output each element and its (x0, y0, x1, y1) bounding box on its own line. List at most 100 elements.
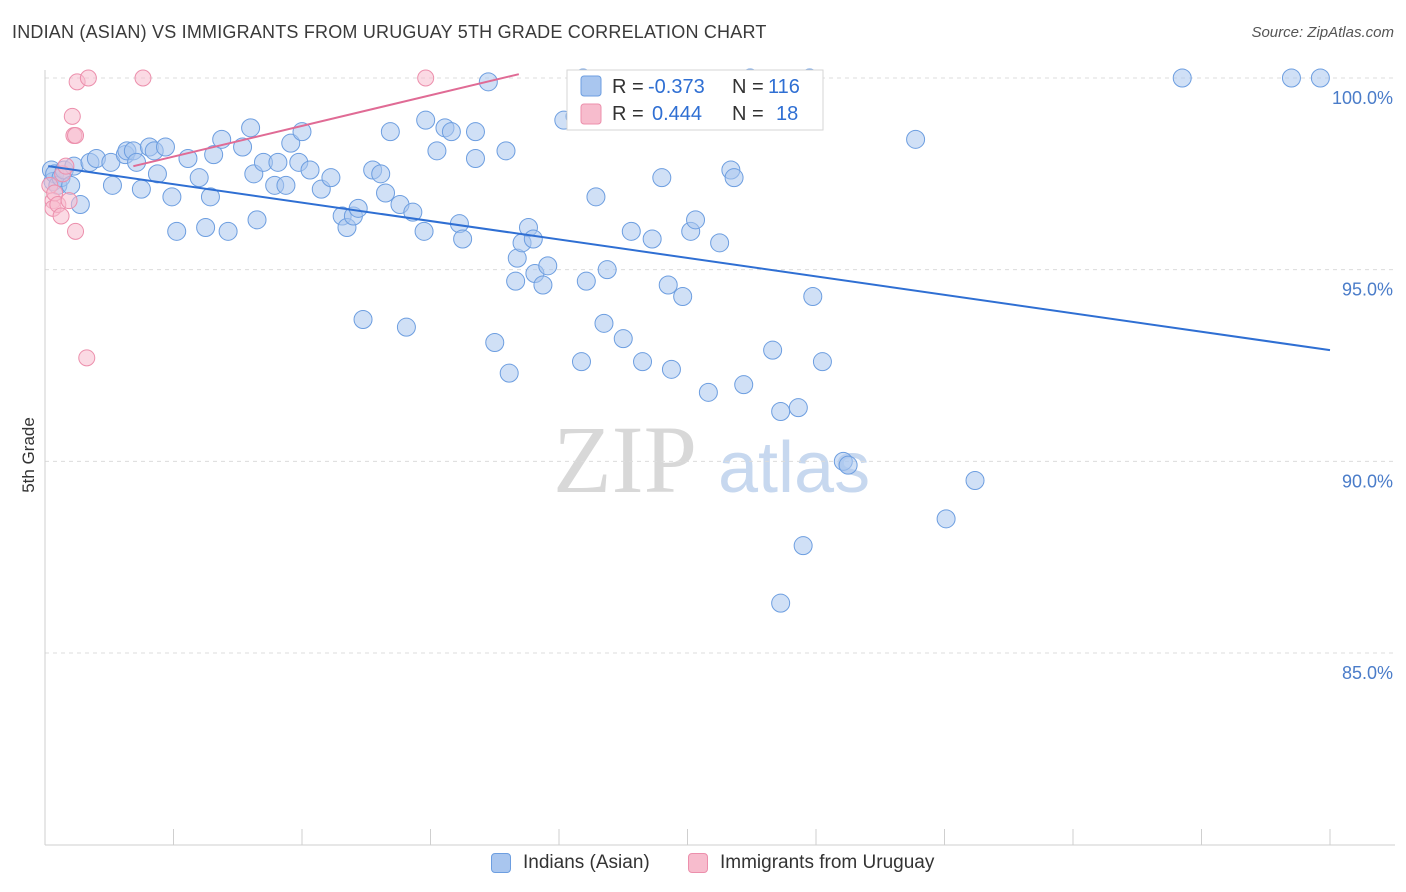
data-point-indians (485, 333, 505, 352)
data-point-indians (506, 271, 526, 291)
legend-label-indians: Indians (Asian) (523, 852, 650, 873)
data-point-indians (427, 141, 447, 161)
legend-swatch-pink (580, 103, 602, 125)
y-tick-labels: 100.0% 95.0% 90.0% 85.0% (1332, 88, 1393, 683)
data-point-indians (416, 110, 436, 130)
data-point-indians (300, 160, 320, 180)
data-point-indians (771, 402, 791, 421)
data-point-indians (965, 471, 985, 490)
data-point-indians (661, 359, 681, 379)
y-tick-label: 85.0% (1342, 663, 1393, 683)
data-point-indians (673, 287, 693, 306)
data-point-indians (642, 229, 662, 249)
data-point-indians (652, 168, 672, 188)
data-point-indians (441, 122, 461, 142)
source-label: Source: ZipAtlas.com (1251, 24, 1394, 41)
data-point-indians (710, 233, 730, 253)
data-point-indians (763, 340, 783, 360)
legend-swatch-indians (491, 853, 511, 873)
data-point-indians (233, 137, 253, 157)
data-point-uruguay (134, 69, 152, 87)
data-point-indians (499, 363, 519, 383)
data-point-indians (403, 202, 423, 222)
data-point-uruguay (60, 192, 78, 210)
data-point-indians (838, 455, 858, 475)
data-point-indians (906, 129, 926, 149)
data-point-uruguay (79, 69, 97, 87)
zipatlas-watermark: ZIP atlas (553, 406, 870, 513)
data-point-indians (371, 164, 391, 184)
legend-item-indians-asian: Indians (Asian) (491, 852, 650, 874)
data-point-indians (380, 122, 400, 142)
gridlines (45, 77, 1395, 654)
data-point-indians (597, 260, 617, 280)
data-point-indians (621, 221, 641, 241)
data-point-indians (633, 352, 653, 372)
data-point-indians (793, 536, 813, 556)
data-point-uruguay (67, 127, 85, 144)
y-tick-label: 100.0% (1332, 88, 1393, 108)
data-point-indians (571, 352, 591, 372)
data-point-indians (658, 275, 678, 295)
data-point-indians (268, 152, 288, 172)
bottom-legend: Indians (Asian) Immigrants from Uruguay (0, 852, 1406, 878)
data-point-indians (321, 168, 341, 188)
data-point-indians (594, 313, 614, 333)
scatter-chart: ZIP atlas 100.0%95.0%90.0%85.0% 0.0%80.0… (19, 68, 1395, 846)
series-indians-asian (41, 68, 1330, 613)
data-point-indians (155, 137, 175, 157)
y-axis-label: 5th Grade (19, 417, 38, 493)
data-point-indians (465, 122, 485, 142)
legend-r-value-1: -0.373 (648, 76, 705, 98)
legend-swatch-uruguay (688, 853, 708, 873)
data-point-indians (218, 221, 238, 241)
data-point-indians (538, 256, 558, 276)
data-point-indians (204, 145, 224, 165)
legend-n-label-2: N = (732, 103, 764, 125)
data-point-indians (496, 141, 516, 161)
chart-title: INDIAN (ASIAN) VS IMMIGRANTS FROM URUGUA… (12, 22, 767, 42)
data-point-indians (247, 210, 267, 230)
data-point-indians (131, 179, 151, 199)
data-point-indians (724, 168, 744, 188)
data-point-indians (686, 210, 706, 230)
data-point-indians (788, 398, 808, 418)
trend-lines (48, 73, 1331, 352)
data-point-indians (734, 375, 754, 395)
legend-n-value-2: 18 (776, 103, 798, 125)
data-point-indians (613, 329, 633, 349)
legend-n-value-1: 116 (768, 76, 800, 98)
data-point-indians (189, 168, 209, 188)
watermark-zip: ZIP (553, 406, 697, 513)
data-point-indians (1172, 68, 1192, 88)
trend-line-uruguay (133, 73, 520, 168)
legend-swatch-blue (580, 75, 602, 97)
legend-r-label-2: R = (612, 103, 644, 125)
data-point-indians (533, 275, 553, 295)
data-point-indians (102, 175, 122, 195)
legend-label-uruguay: Immigrants from Uruguay (720, 852, 935, 873)
data-point-indians (771, 593, 791, 613)
data-point-indians (348, 198, 368, 218)
data-point-indians (1310, 68, 1330, 88)
data-point-indians (281, 133, 301, 153)
data-point-indians (127, 152, 147, 172)
legend-n-label-1: N = (732, 76, 764, 98)
data-point-uruguay (52, 207, 70, 225)
legend-r-value-2: 0.444 (652, 103, 702, 125)
data-point-indians (1281, 68, 1301, 88)
correlation-legend: R = -0.373 N = 116 R = 0.444 N = 18 (566, 69, 824, 131)
data-point-indians (803, 287, 823, 306)
data-point-uruguay (63, 107, 81, 125)
series-immigrants-uruguay (41, 69, 435, 367)
data-point-indians (167, 221, 187, 241)
data-point-indians (812, 352, 832, 372)
data-point-indians (196, 218, 216, 237)
data-point-indians (698, 382, 718, 402)
data-point-indians (241, 118, 261, 138)
data-point-uruguay (78, 349, 96, 367)
data-point-indians (162, 187, 182, 207)
data-point-indians (396, 317, 416, 337)
data-point-indians (576, 271, 596, 291)
data-point-uruguay (417, 69, 435, 87)
